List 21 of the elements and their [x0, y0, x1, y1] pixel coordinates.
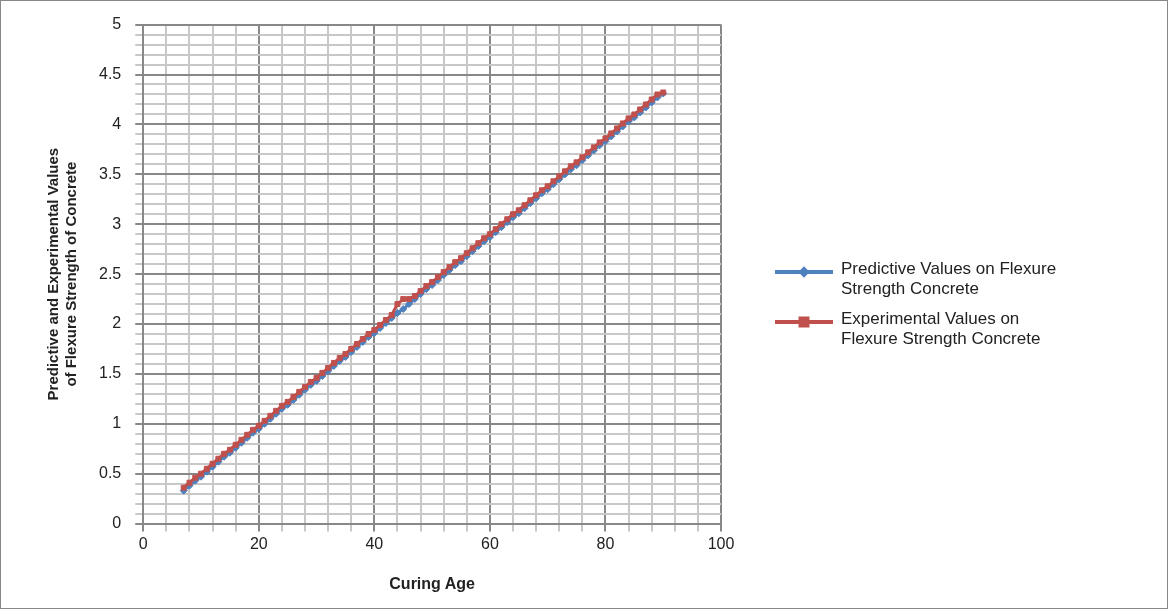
- x-tick-label: 100: [707, 534, 735, 552]
- y-tick-label: 5: [112, 15, 122, 33]
- x-tick-label: 80: [596, 534, 615, 552]
- y-tick-label: 0: [112, 514, 122, 532]
- legend-label: Predictive Values on Flexure Strength Concrete: [841, 259, 1058, 299]
- legend-label: Experimental Values on Flexure Strength Concrete: [841, 309, 1042, 349]
- y-tick-label: 0.5: [98, 464, 122, 482]
- y-axis-title: Predictive and Experimental Values of Flexure Strength of Concrete: [44, 147, 80, 401]
- y-tick-label: 4.5: [98, 64, 122, 82]
- x-tick-label: 20: [249, 534, 268, 552]
- y-tick-label: 3: [112, 214, 122, 232]
- y-tick-label: 2: [112, 314, 122, 332]
- y-tick-label: 2.5: [98, 264, 122, 282]
- x-tick-label: 40: [365, 534, 384, 552]
- x-tick-label: 0: [138, 534, 148, 552]
- x-tick-label: 60: [481, 534, 499, 552]
- y-tick-label: 1.5: [98, 364, 122, 382]
- y-tick-label: 1: [112, 414, 122, 432]
- x-axis-title: Curing Age: [389, 574, 476, 592]
- y-tick-label: 3.5: [98, 164, 122, 182]
- y-tick-label: 4: [112, 114, 122, 132]
